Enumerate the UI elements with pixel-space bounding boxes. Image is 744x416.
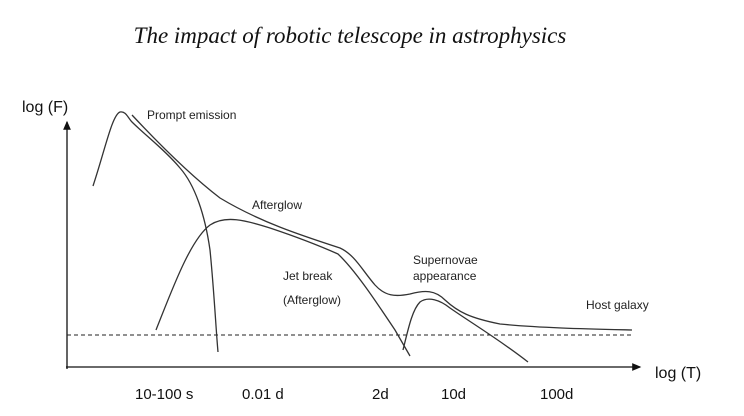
total-light-curve	[131, 114, 633, 331]
supernova-curve	[402, 298, 529, 363]
x-tick-label: 10-100 s	[135, 386, 193, 403]
x-tick-label: 2d	[372, 386, 389, 403]
prompt-emission-label: Prompt emission	[147, 108, 236, 122]
prompt-emission-curve	[92, 111, 219, 353]
jet-break-label: Jet break	[283, 269, 333, 283]
diagram-title: The impact of robotic telescope in astro…	[134, 23, 567, 48]
supernovae-label-2: appearance	[413, 269, 477, 283]
x-tick-label: 10d	[441, 386, 466, 403]
y-axis-label: log (F)	[22, 99, 68, 116]
x-tick-label: 100d	[540, 386, 573, 403]
afterglow-label: Afterglow	[252, 198, 302, 212]
jet-break-sub-label: (Afterglow)	[283, 293, 341, 307]
x-axis-label: log (T)	[655, 365, 701, 382]
afterglow-curve	[155, 218, 411, 357]
host-galaxy-label: Host galaxy	[586, 298, 649, 312]
x-tick-label: 0.01 d	[242, 386, 284, 403]
supernovae-label: Supernovae	[413, 253, 478, 267]
